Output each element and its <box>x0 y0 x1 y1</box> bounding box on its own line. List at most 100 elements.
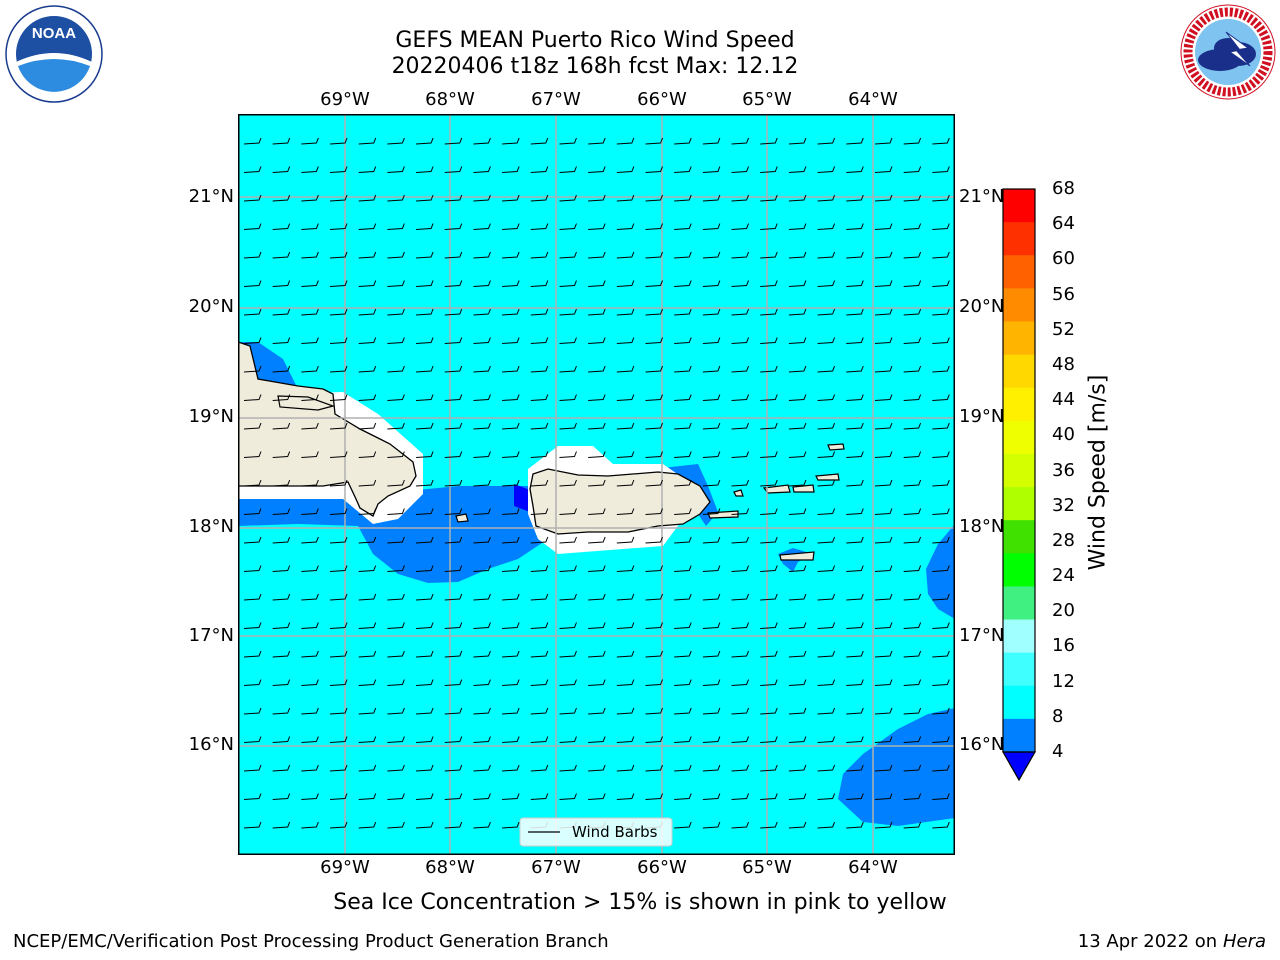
wind-barb <box>645 194 663 202</box>
lon-label-bottom-68w: 68°W <box>425 857 475 878</box>
wind-barb <box>588 251 606 259</box>
wind-barb <box>502 308 520 316</box>
wind-barb <box>846 679 864 686</box>
wind-barb <box>788 251 807 259</box>
wind-barb <box>817 821 836 829</box>
wind-barb <box>846 166 864 173</box>
wind-barb <box>387 764 405 772</box>
wind-barb <box>502 764 520 772</box>
lat-label-left-19n: 19°N <box>188 406 234 427</box>
wind-barb <box>846 821 864 829</box>
wind-barb <box>444 308 463 316</box>
wind-barb <box>731 736 750 743</box>
wind-barb <box>932 707 950 715</box>
wind-barb <box>817 365 836 373</box>
wind-barb <box>846 793 864 800</box>
wind-barb <box>760 764 778 772</box>
wind-barb <box>702 166 721 173</box>
land-anegada <box>827 443 845 451</box>
colorbar-band <box>1003 387 1035 422</box>
wind-barb <box>760 622 778 629</box>
wind-barb <box>616 679 635 686</box>
wind-barb <box>846 707 864 715</box>
wind-barb <box>874 479 893 487</box>
wind-barb <box>330 679 348 686</box>
wind-barb <box>243 308 262 316</box>
wind-barb <box>416 308 434 316</box>
wind-barb <box>559 194 577 202</box>
wind-barb <box>559 793 577 800</box>
wind-barb <box>702 565 721 572</box>
wind-barb <box>272 736 291 743</box>
wind-barb <box>444 166 463 173</box>
wind-barb <box>473 565 491 572</box>
wind-barb <box>588 565 606 572</box>
colorbar-tick-label: 16 <box>1052 635 1075 657</box>
wind-barb <box>358 422 377 430</box>
wind-barb <box>760 194 778 202</box>
wind-barb <box>932 137 950 145</box>
wind-barb <box>674 821 692 829</box>
wind-barb <box>301 223 319 230</box>
sea-ice-note: Sea Ice Concentration > 15% is shown in … <box>333 890 947 915</box>
wind-barb <box>846 764 864 772</box>
wind-barb <box>702 736 721 743</box>
wind-barb <box>530 394 549 401</box>
colorbar-band <box>1003 685 1035 720</box>
wind-barb <box>588 764 606 772</box>
wind-barb <box>272 308 291 316</box>
wind-barb <box>358 251 377 259</box>
wind-barb <box>559 536 577 544</box>
wind-barb <box>645 565 663 572</box>
map-frame <box>238 114 955 855</box>
wind-barb <box>301 821 319 829</box>
wind-barb <box>502 793 520 800</box>
wind-barb <box>387 565 405 572</box>
wind-barb <box>502 394 520 401</box>
wind-barb <box>932 451 950 458</box>
wind-barb <box>387 536 405 544</box>
wind-barb <box>788 565 807 572</box>
wind-barb <box>817 679 836 686</box>
wind-barb <box>588 508 606 515</box>
wind-barb <box>588 337 606 344</box>
wind-barb <box>272 764 291 772</box>
wind-barb <box>674 479 692 487</box>
wind-barb <box>330 223 348 230</box>
map-gridlines <box>238 114 955 855</box>
wind-barb <box>559 736 577 743</box>
wind-barb <box>674 536 692 544</box>
lon-label-top-66w: 66°W <box>637 89 687 110</box>
wind-barb <box>330 479 348 487</box>
wind-barb <box>788 593 807 601</box>
wind-barb <box>416 508 434 515</box>
wind-barb <box>559 508 577 515</box>
wind-barb <box>330 422 348 430</box>
wind-barb <box>846 394 864 401</box>
wind-barb <box>616 479 635 487</box>
wind-barb <box>788 793 807 800</box>
wind-barb <box>702 622 721 629</box>
wind-barb <box>674 622 692 629</box>
wind-barb <box>473 821 491 829</box>
wind-barb <box>330 764 348 772</box>
wind-barb <box>846 593 864 601</box>
wind-barb <box>731 821 750 829</box>
wind-barb <box>272 536 291 544</box>
wind-barb <box>358 280 377 287</box>
wind-barb <box>616 650 635 658</box>
wind-barb <box>817 793 836 800</box>
wind-barb <box>444 736 463 743</box>
wind-barb <box>731 622 750 629</box>
wind-barb <box>272 422 291 430</box>
wind-barb <box>330 166 348 173</box>
wind-barb <box>846 622 864 629</box>
wind-barb <box>731 479 750 487</box>
wind-barb <box>588 280 606 287</box>
wind-barb <box>846 508 864 515</box>
lat-label-left-20n: 20°N <box>188 296 234 317</box>
wind-barb <box>473 394 491 401</box>
colorbar-tick-label: 28 <box>1052 529 1075 551</box>
wind-barb <box>932 679 950 686</box>
wind-barb <box>416 251 434 259</box>
